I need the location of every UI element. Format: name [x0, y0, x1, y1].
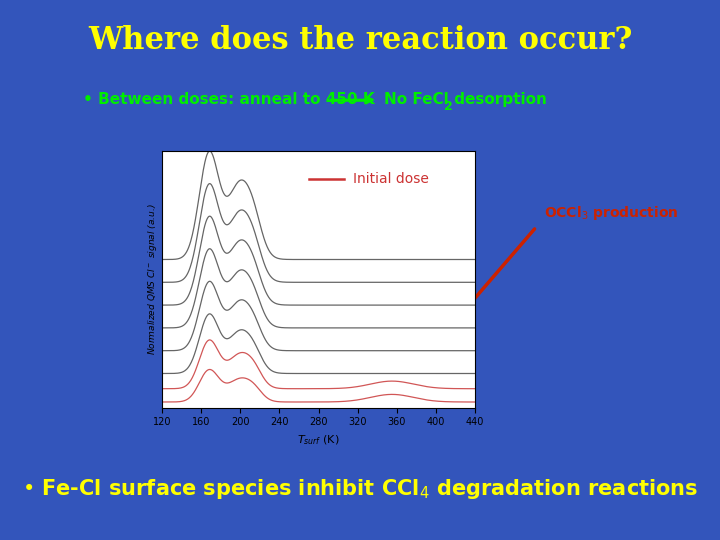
Y-axis label: Normalized QMS Cl$^-$ signal (a.u.): Normalized QMS Cl$^-$ signal (a.u.) [146, 204, 159, 355]
Text: • Fe-Cl surface species inhibit CCl$_4$ degradation reactions: • Fe-Cl surface species inhibit CCl$_4$ … [22, 477, 698, 501]
Text: desorption: desorption [449, 92, 546, 107]
Text: • Between doses: anneal to 450 K: • Between doses: anneal to 450 K [83, 92, 374, 107]
Text: No FeCl: No FeCl [384, 92, 449, 107]
Text: Where does the reaction occur?: Where does the reaction occur? [88, 25, 632, 56]
X-axis label: $T_{surf}$ (K): $T_{surf}$ (K) [297, 433, 340, 447]
Text: Initial dose: Initial dose [353, 172, 429, 186]
Text: 2: 2 [444, 100, 452, 113]
Text: OCCl$_3$ production: OCCl$_3$ production [544, 204, 678, 222]
